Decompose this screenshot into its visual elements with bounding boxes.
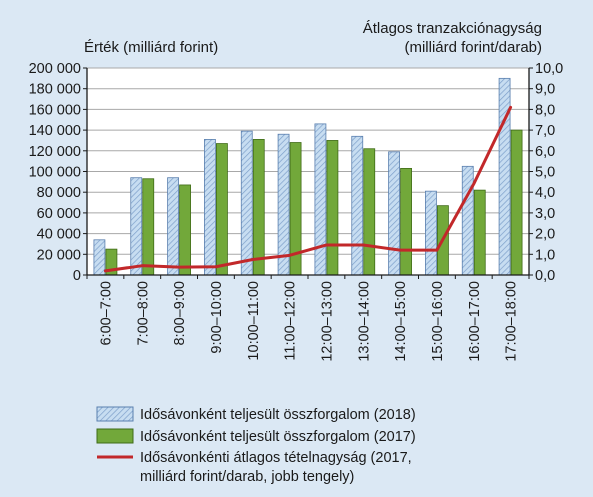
left-tick-label: 40 000 (37, 227, 81, 243)
bar-2017 (179, 184, 191, 276)
right-tick-label: 10,0 (535, 61, 563, 77)
right-tick-label: 6,0 (535, 144, 555, 160)
left-tick-label: 160 000 (29, 102, 81, 118)
bar-2017 (216, 143, 228, 276)
axes (83, 67, 533, 279)
bar-2017 (252, 139, 265, 276)
bar-2017 (326, 140, 339, 276)
bar-2017 (510, 129, 523, 276)
bar-2018 (240, 130, 253, 276)
left-tick-label: 20 000 (37, 247, 81, 263)
x-tick-label: 14:00–15:00 (393, 281, 409, 362)
right-tick-label: 2,0 (535, 227, 555, 243)
bar-2018 (277, 133, 290, 276)
x-tick-label: 10:00–11:00 (246, 281, 262, 361)
right-tick-label: 5,0 (535, 165, 555, 181)
right-tick-label: 3,0 (535, 206, 555, 222)
bar-2017 (400, 167, 412, 276)
left-axis-title: Érték (milliárd forint) (84, 39, 218, 56)
bar-2018 (388, 151, 400, 276)
left-tick-label: 120 000 (29, 144, 81, 160)
legend-swatch-2018 (96, 406, 134, 422)
right-axis-title-line1: Átlagos tranzakciónagyság (363, 20, 542, 37)
left-tick-label: 60 000 (37, 206, 81, 222)
bar-2018 (461, 165, 474, 276)
legend-label-line-2: milliárd forint/darab, jobb tengely) (140, 469, 354, 485)
right-tick-label: 1,0 (535, 247, 555, 263)
left-tick-label: 0 (73, 268, 81, 284)
x-tick-label: 7:00–8:00 (135, 281, 151, 346)
x-tick-label: 6:00–7:00 (98, 281, 114, 346)
left-tick-label: 140 000 (29, 123, 81, 139)
x-tick-label: 8:00–9:00 (172, 281, 188, 346)
right-tick-label: 7,0 (535, 123, 555, 139)
right-tick-label: 0,0 (535, 268, 555, 284)
right-tick-label: 9,0 (535, 82, 555, 98)
bar-2017 (363, 148, 376, 276)
x-tick-label: 12:00–13:00 (319, 281, 335, 362)
legend: Idősávonként teljesült összforgalom (201… (96, 406, 416, 485)
left-tick-label: 180 000 (29, 82, 81, 98)
x-tick-label: 16:00–17:00 (467, 281, 483, 362)
legend-label-line-1: Idősávonkénti átlagos tételnagyság (2017… (140, 450, 412, 466)
legend-label-2018: Idősávonként teljesült összforgalom (201… (140, 407, 416, 423)
bar-2018 (351, 135, 364, 276)
line-series-path (103, 105, 513, 273)
x-tick-label: 13:00–14:00 (356, 281, 372, 362)
right-axis-title-line2: (milliárd forint/darab) (404, 39, 542, 56)
left-tick-label: 80 000 (37, 185, 81, 201)
left-tick-label: 100 000 (29, 165, 81, 181)
bar-2017 (142, 178, 155, 276)
bar-2018 (93, 239, 106, 276)
gridlines (87, 67, 529, 255)
legend-label-2017: Idősávonként teljesült összforgalom (201… (140, 429, 416, 445)
bar-2018 (425, 190, 437, 276)
bar-2018 (130, 177, 143, 276)
right-tick-label: 8,0 (535, 102, 555, 118)
bar-2018 (498, 77, 511, 276)
x-tick-label: 9:00–10:00 (209, 281, 225, 354)
x-tick-label: 17:00–18:00 (504, 281, 520, 362)
line-series (103, 105, 513, 273)
bar-2018 (204, 139, 216, 276)
bar-2018 (167, 177, 179, 276)
x-tick-label: 11:00–12:00 (283, 281, 299, 361)
right-tick-label: 4,0 (535, 185, 555, 201)
bar-2018 (314, 123, 327, 276)
tick-labels: 0 20 000 40 000 60 000 80 000 100 000 120 000 1… (29, 61, 564, 362)
left-tick-label: 200 000 (29, 61, 81, 77)
x-tick-label: 15:00–16:00 (430, 281, 446, 362)
legend-swatch-2017 (96, 428, 134, 444)
bar-2017 (473, 189, 486, 276)
